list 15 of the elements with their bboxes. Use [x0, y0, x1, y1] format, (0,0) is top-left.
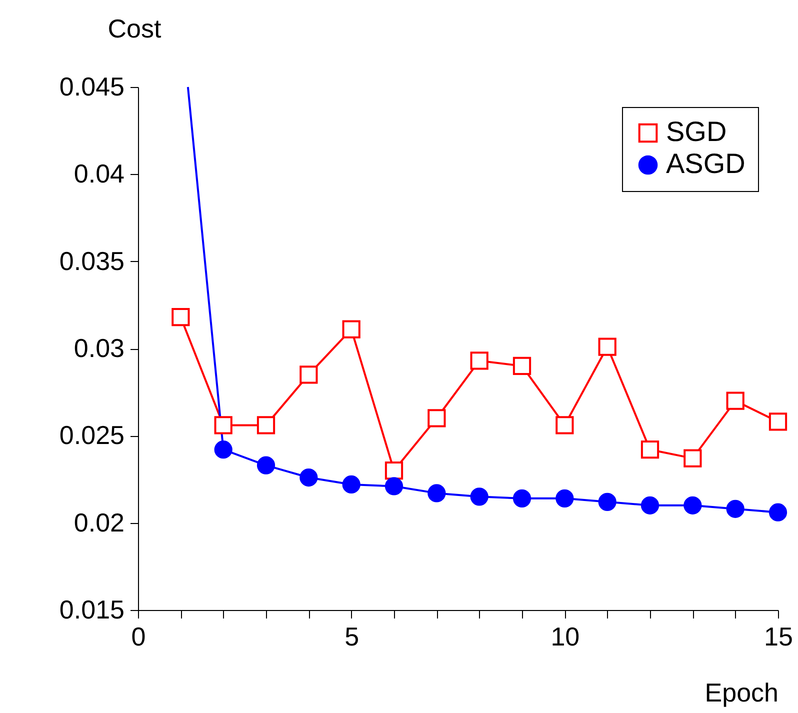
y-tick-label: 0.025 — [59, 420, 124, 450]
x-tick-label: 10 — [550, 622, 580, 652]
x-tick-label: 15 — [764, 622, 793, 652]
legend-label: SGD — [666, 116, 727, 147]
y-tick-label: 0.015 — [59, 594, 124, 624]
x-tick-label: 0 — [131, 622, 146, 652]
y-axis-title: Cost — [108, 14, 162, 44]
y-tick-label: 0.02 — [74, 507, 124, 538]
y-tick-label: 0.03 — [74, 333, 124, 363]
y-tick-label: 0.045 — [59, 72, 124, 102]
x-tick-label: 5 — [344, 622, 360, 652]
y-tick-label: 0.04 — [74, 158, 124, 189]
legend-label: ASGD — [666, 148, 746, 179]
y-tick-label: 0.035 — [59, 246, 124, 276]
x-axis-title: Epoch — [704, 678, 778, 708]
